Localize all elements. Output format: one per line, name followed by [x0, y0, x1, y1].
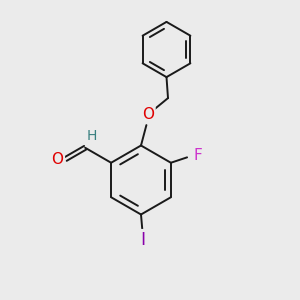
Text: H: H	[87, 129, 97, 143]
Text: O: O	[142, 107, 154, 122]
Text: I: I	[140, 231, 145, 249]
Text: O: O	[51, 152, 63, 166]
Text: F: F	[194, 148, 202, 163]
